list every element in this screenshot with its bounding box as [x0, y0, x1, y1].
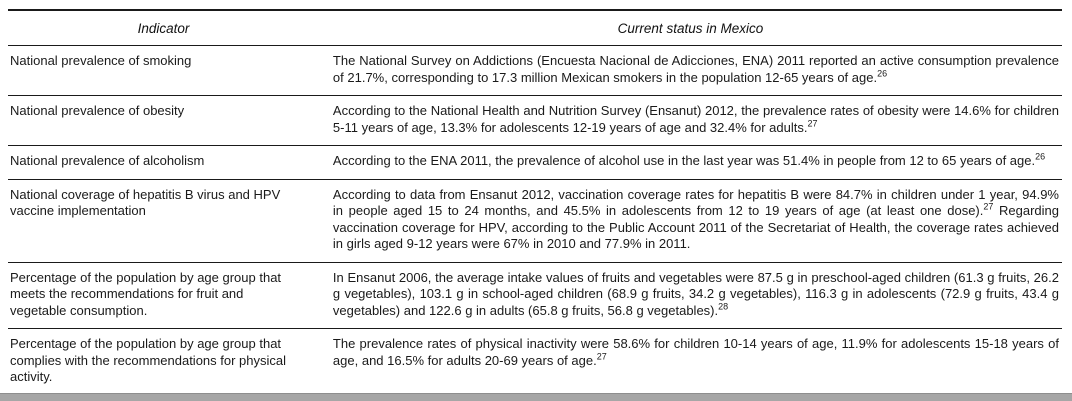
status-cell: According to data from Ensanut 2012, vac… [318, 178, 1062, 262]
status-text: In Ensanut 2006, the average intake valu… [332, 269, 1059, 318]
status-text: According to the National Health and Nut… [332, 103, 1059, 135]
reference-superscript: 27 [807, 118, 818, 129]
status-cell: The National Survey on Addictions (Encue… [319, 46, 1062, 96]
reference-superscript: 27 [596, 351, 607, 362]
indicators-status-table: Indicator Current status in Mexico Natio… [8, 9, 1062, 396]
indicator-cell: National coverage of hepatitis B virus a… [8, 178, 319, 262]
status-cell: According to the ENA 2011, the prevalenc… [318, 145, 1062, 179]
table-row: National coverage of hepatitis B virus a… [8, 178, 1062, 262]
reference-superscript: 28 [718, 301, 729, 312]
table-body: National prevalence of smoking The Nation… [8, 46, 1062, 395]
column-header-indicator: Indicator [8, 10, 319, 46]
status-cell: According to the National Health and Nut… [318, 95, 1062, 146]
status-cell: The prevalence rates of physical inactiv… [318, 328, 1062, 395]
reference-superscript: 26 [877, 68, 888, 79]
status-text: The National Survey on Addictions (Encue… [332, 53, 1059, 85]
status-text: According to data from Ensanut 2012, vac… [332, 186, 1059, 219]
status-cell: In Ensanut 2006, the average intake valu… [318, 261, 1062, 329]
reference-superscript: 26 [1035, 151, 1046, 162]
reference-superscript: 27 [983, 201, 994, 212]
table-bottom-rule [0, 393, 1072, 401]
status-text: The prevalence rates of physical inactiv… [332, 336, 1059, 368]
indicator-cell: National prevalence of alcoholism [8, 145, 319, 179]
column-header-current-status: Current status in Mexico [318, 10, 1062, 46]
table-row: National prevalence of alcoholism Accordi… [8, 145, 1062, 179]
table-row: Percentage of the population by age grou… [8, 328, 1062, 395]
header-row: Indicator Current status in Mexico [8, 10, 1062, 46]
status-text: According to the ENA 2011, the prevalenc… [332, 153, 1036, 168]
table-row: Percentage of the population by age grou… [8, 261, 1062, 329]
indicator-cell: National prevalence of smoking [10, 53, 192, 68]
indicator-cell: Percentage of the population by age grou… [8, 261, 319, 329]
status-text: Regarding vaccination coverage for HPV, … [332, 203, 1059, 251]
indicator-cell: National prevalence of obesity [8, 95, 319, 146]
table-row: National prevalence of smoking The Nation… [8, 46, 1062, 96]
table-header: Indicator Current status in Mexico [8, 10, 1062, 46]
indicator-cell: Percentage of the population by age grou… [8, 328, 319, 395]
table-row: National prevalence of obesity According … [8, 95, 1062, 146]
